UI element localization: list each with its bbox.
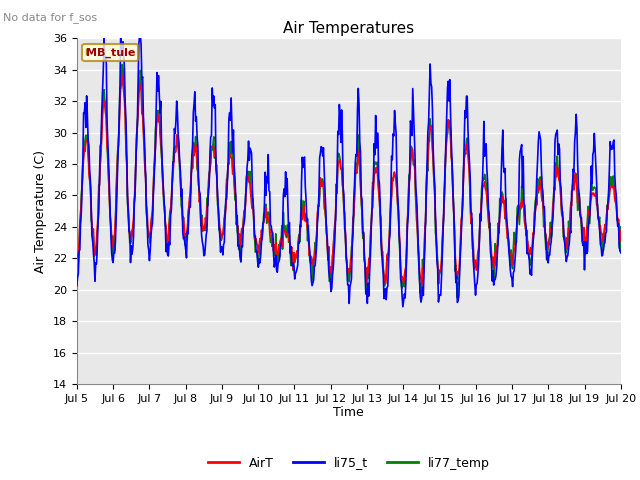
AirT — [617, 228, 625, 233]
li77_temp — [83, 136, 90, 142]
li75_t — [223, 179, 231, 185]
Line: AirT: AirT — [77, 75, 621, 285]
AirT — [195, 180, 202, 185]
li77_temp — [416, 277, 424, 283]
AirT — [433, 229, 440, 235]
li77_temp — [195, 180, 202, 186]
li75_t — [417, 294, 424, 300]
AirT — [140, 130, 147, 136]
Line: li75_t: li75_t — [77, 34, 621, 307]
li77_temp — [118, 61, 126, 67]
li75_t — [617, 250, 625, 256]
Y-axis label: Air Temperature (C): Air Temperature (C) — [35, 150, 47, 273]
li75_t — [83, 93, 90, 99]
li77_temp — [617, 224, 625, 230]
Text: No data for f_sos: No data for f_sos — [3, 12, 97, 23]
Line: li77_temp: li77_temp — [77, 64, 621, 298]
AirT — [416, 268, 424, 274]
AirT — [73, 256, 81, 262]
li77_temp — [140, 124, 147, 130]
li75_t — [399, 304, 407, 310]
AirT — [118, 72, 126, 78]
li77_temp — [223, 177, 231, 182]
li77_temp — [431, 230, 439, 236]
li77_temp — [73, 266, 81, 272]
li75_t — [73, 283, 81, 289]
AirT — [83, 138, 90, 144]
Legend: AirT, li75_t, li77_temp: AirT, li75_t, li77_temp — [203, 452, 495, 475]
li77_temp — [454, 295, 461, 301]
X-axis label: Time: Time — [333, 407, 364, 420]
li75_t — [195, 181, 202, 187]
li75_t — [140, 113, 147, 119]
Title: Air Temperatures: Air Temperatures — [284, 21, 414, 36]
li75_t — [433, 235, 440, 240]
AirT — [223, 175, 231, 181]
li75_t — [136, 31, 144, 37]
AirT — [418, 282, 426, 288]
